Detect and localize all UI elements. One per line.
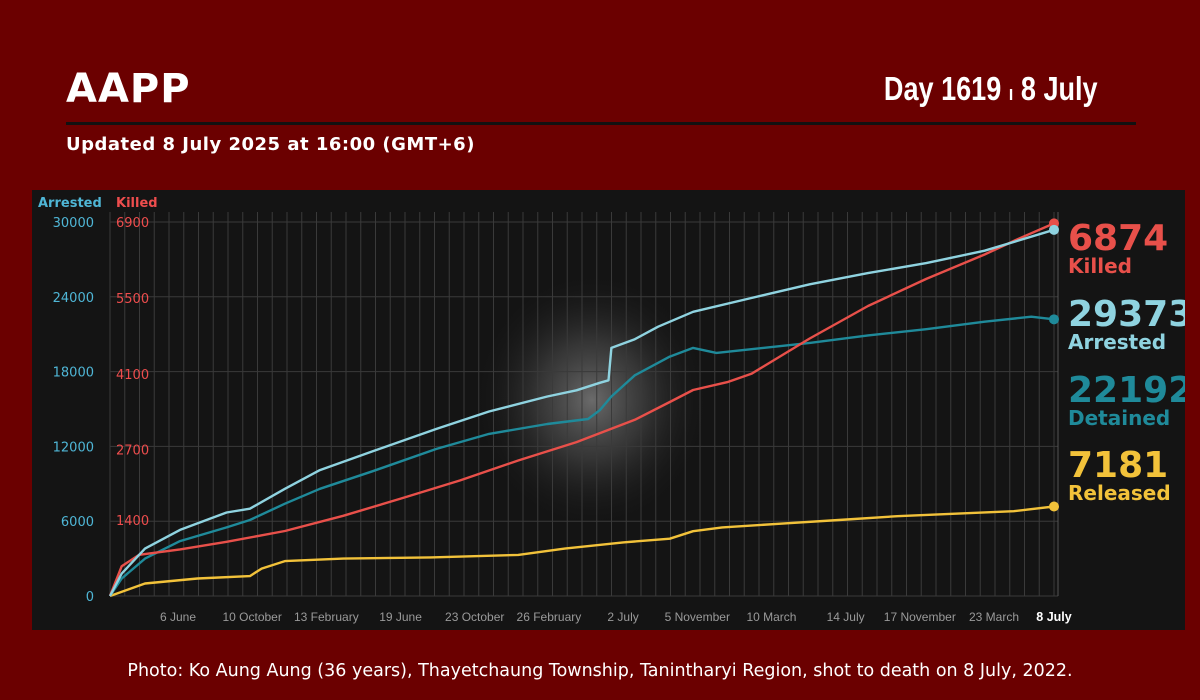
day-counter: Day 1619 ı 8 July	[884, 70, 1098, 108]
left-tick-label: 0	[86, 590, 94, 605]
legend-label-arrested: Arrested	[1068, 330, 1166, 354]
cumulative-line-chart: Arrested Killed 0 6000 12000 18000 24000 30000 1…	[38, 196, 1185, 624]
left-tick-label: 6000	[61, 515, 94, 530]
left-tick-label: 24000	[53, 291, 94, 306]
x-tick-label: 26 February	[517, 610, 582, 624]
x-tick-label: 17 November	[884, 610, 956, 624]
series-line-released	[109, 505, 1055, 598]
chart-panel: Arrested Killed 0 6000 12000 18000 24000 30000 1…	[32, 190, 1185, 630]
series-line-arrested	[108, 228, 1055, 597]
legend-value-released: 7181	[1068, 445, 1168, 486]
right-axis-title: Killed	[116, 196, 158, 211]
updated-timestamp: Updated 8 July 2025 at 16:00 (GMT+6)	[66, 134, 475, 155]
x-tick-label: 5 November	[665, 610, 730, 624]
x-tick-label: 14 July	[827, 610, 865, 624]
x-tick-label: 10 March	[746, 610, 796, 624]
killed-tick-label: 2700	[116, 444, 149, 459]
x-tick-label: 13 February	[294, 610, 359, 624]
legend-label-detained: Detained	[1068, 406, 1170, 430]
photo-caption: Photo: Ko Aung Aung (36 years), Thayetch…	[127, 661, 1073, 681]
left-tick-label: 18000	[53, 366, 94, 381]
x-tick-label: 6 June	[160, 610, 196, 624]
x-tick-label: 2 July	[607, 610, 638, 624]
legend-label-released: Released	[1068, 481, 1171, 505]
series-line-detained	[109, 315, 1055, 597]
series-endpoint-arrested	[1049, 224, 1059, 235]
legend-value-detained: 22192	[1068, 370, 1185, 411]
day-separator: ı	[1009, 83, 1014, 105]
killed-tick-label: 6900	[116, 216, 149, 231]
left-axis-title: Arrested	[38, 196, 102, 211]
header-rule	[66, 122, 1136, 125]
series-line-killed	[108, 222, 1055, 597]
day-date: 8 July	[1021, 70, 1098, 107]
x-tick-label: 8 July	[1036, 610, 1071, 624]
legend-value-killed: 6874	[1068, 218, 1168, 259]
org-title: AAPP	[66, 66, 191, 112]
series-endpoint-detained	[1049, 314, 1059, 325]
x-tick-label: 19 June	[379, 610, 422, 624]
left-tick-label: 12000	[53, 440, 94, 455]
x-tick-label: 10 October	[222, 610, 281, 624]
killed-tick-label: 5500	[116, 292, 149, 307]
series-endpoint-released	[1049, 501, 1059, 512]
legend-value-arrested: 29373	[1068, 294, 1185, 335]
x-tick-label: 23 October	[445, 610, 504, 624]
left-tick-label: 30000	[53, 216, 94, 231]
photo-overlay	[472, 270, 712, 530]
killed-tick-label: 1400	[116, 514, 149, 529]
killed-tick-label: 4100	[116, 368, 149, 383]
day-number: Day 1619	[884, 70, 1002, 107]
x-tick-label: 23 March	[969, 610, 1019, 624]
legend-label-killed: Killed	[1068, 254, 1132, 278]
